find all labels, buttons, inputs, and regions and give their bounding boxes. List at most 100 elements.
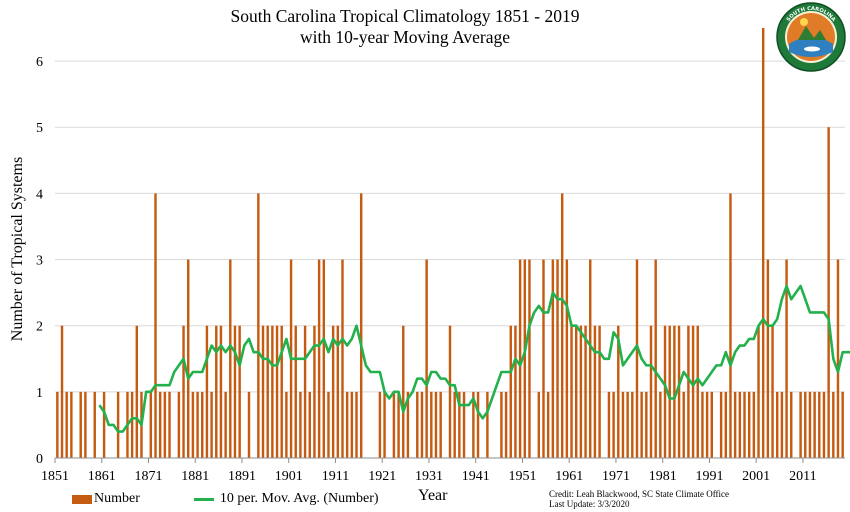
bar xyxy=(523,259,527,458)
bar xyxy=(257,193,260,458)
bar xyxy=(56,391,59,458)
bar xyxy=(261,325,265,458)
bar xyxy=(743,391,746,458)
bar xyxy=(808,391,812,458)
bar xyxy=(607,391,611,458)
bar xyxy=(827,127,830,458)
x-tick-label: 1991 xyxy=(695,469,723,484)
bar xyxy=(635,259,639,458)
bar xyxy=(229,259,232,458)
bar xyxy=(416,391,419,458)
bar xyxy=(589,259,592,458)
last-update-line: Last Update: 3/3/2020 xyxy=(549,499,630,509)
bar xyxy=(818,391,821,458)
bar xyxy=(308,391,311,458)
bar xyxy=(500,391,503,458)
bar xyxy=(673,325,676,458)
chart-title-block: South Carolina Tropical Climatology 1851… xyxy=(170,6,640,48)
bar xyxy=(719,391,723,458)
bar xyxy=(682,391,685,458)
bar xyxy=(514,325,517,458)
bar xyxy=(761,28,765,458)
bar xyxy=(201,391,204,458)
bar xyxy=(294,325,297,458)
bar xyxy=(546,391,550,458)
bar xyxy=(579,325,583,458)
bar xyxy=(705,391,709,458)
y-axis-label: Number of Tropical Systems xyxy=(9,156,26,342)
bar xyxy=(420,391,424,458)
bar xyxy=(804,391,807,458)
bar xyxy=(149,391,153,458)
bar xyxy=(799,391,802,458)
bar xyxy=(631,391,634,458)
bar xyxy=(822,391,826,458)
bar xyxy=(116,391,120,458)
bar xyxy=(224,391,227,458)
bar xyxy=(584,325,587,458)
bar xyxy=(233,325,237,458)
bar xyxy=(135,325,139,458)
bar xyxy=(79,391,82,458)
bar xyxy=(430,391,433,458)
bar xyxy=(640,391,643,458)
bar xyxy=(453,391,456,458)
bar xyxy=(565,259,569,458)
bar xyxy=(696,325,699,458)
bar xyxy=(813,391,816,458)
bar xyxy=(392,391,396,458)
bar xyxy=(168,391,171,458)
bar xyxy=(659,391,662,458)
bar xyxy=(476,391,480,458)
bar xyxy=(691,325,695,458)
bar xyxy=(472,391,475,458)
bar xyxy=(724,391,728,458)
bar xyxy=(182,325,185,458)
bar xyxy=(757,325,760,458)
bar xyxy=(210,391,213,458)
bar xyxy=(271,325,274,458)
bar xyxy=(266,325,269,458)
bar xyxy=(710,391,713,458)
bar xyxy=(556,259,559,458)
bar xyxy=(780,391,784,458)
bar xyxy=(327,391,330,458)
bar xyxy=(154,193,157,458)
bar xyxy=(102,391,106,458)
bar xyxy=(785,259,788,458)
chart-title: South Carolina Tropical Climatology 1851… xyxy=(230,6,580,26)
bar xyxy=(733,391,737,458)
x-tick-label: 1931 xyxy=(415,469,443,484)
bar xyxy=(215,325,218,458)
bar xyxy=(701,391,704,458)
bar xyxy=(303,325,307,458)
x-tick-label: 1871 xyxy=(134,469,162,484)
bar xyxy=(621,391,625,458)
chart-subtitle: with 10-year Moving Average xyxy=(299,27,511,47)
bar xyxy=(341,259,344,458)
y-tick-label: 6 xyxy=(36,55,43,70)
bar xyxy=(598,325,601,458)
bar xyxy=(345,391,349,458)
x-tick-label: 1851 xyxy=(41,469,69,484)
bar xyxy=(687,325,690,458)
bar xyxy=(528,259,531,458)
y-tick-labels: 0 1 2 3 4 5 6 xyxy=(36,55,43,467)
bar xyxy=(70,391,73,458)
y-tick-label: 4 xyxy=(36,187,43,202)
y-tick-label: 1 xyxy=(36,386,43,401)
bar xyxy=(509,325,512,458)
bar xyxy=(551,259,555,458)
bar xyxy=(448,325,452,458)
bar xyxy=(425,259,428,458)
y-tick-label: 3 xyxy=(36,254,43,269)
x-tick-label: 1961 xyxy=(555,469,583,484)
y-tick-label: 0 xyxy=(36,452,43,467)
bar xyxy=(458,391,461,458)
bar xyxy=(196,391,199,458)
bar xyxy=(331,325,335,458)
bar xyxy=(771,325,774,458)
bar xyxy=(729,193,732,458)
bar xyxy=(593,325,597,458)
